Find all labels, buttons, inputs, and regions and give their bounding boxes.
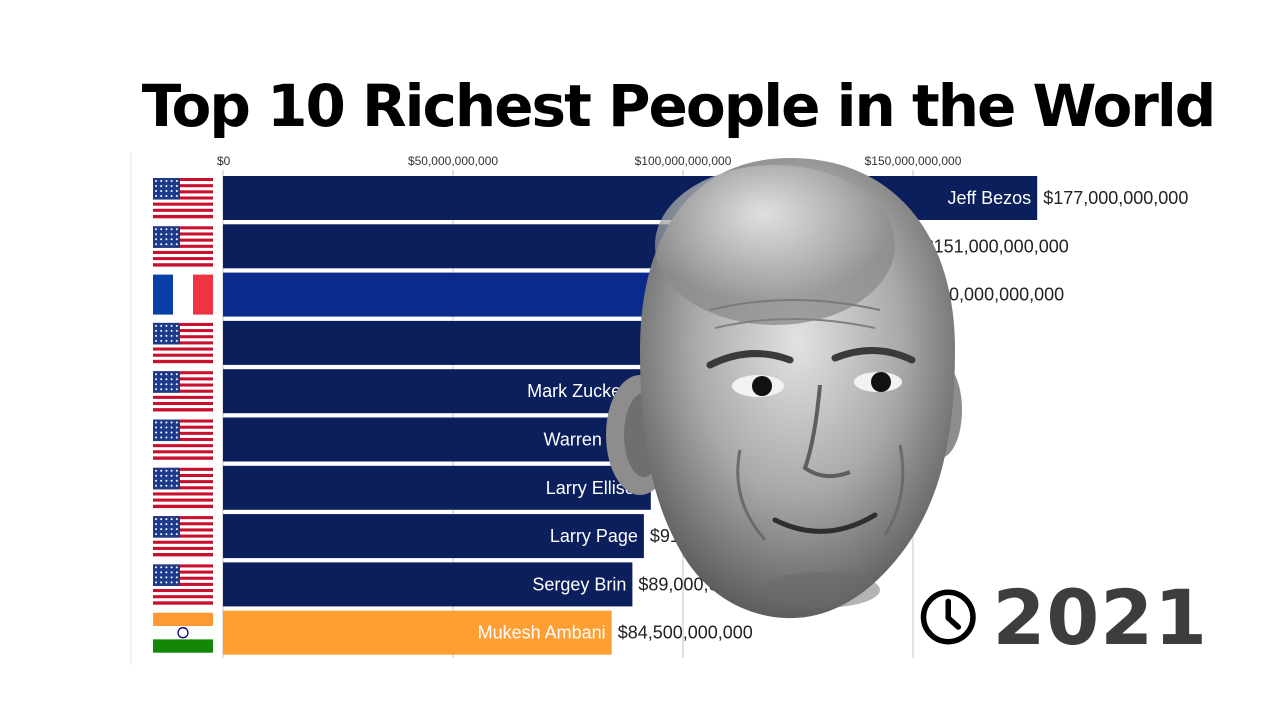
chart-title: Top 10 Richest People in the World: [141, 72, 1217, 140]
bar-6: [223, 465, 651, 510]
tick-label-0: $0: [217, 154, 231, 168]
bar-value-label-1: $151,000,000,000: [924, 236, 1069, 256]
bar-value-label-0: $177,000,000,000: [1043, 188, 1188, 208]
tick-label-2: $100,000,000,000: [635, 154, 732, 168]
bar-name-label-8: Sergey Brin: [532, 574, 626, 594]
flag-us-icon: [153, 226, 213, 267]
bar-4: [223, 369, 670, 414]
year-panel: 2021: [918, 572, 1208, 662]
bar-name-label-7: Larry Page: [550, 526, 638, 546]
flag-us-icon: [153, 419, 213, 460]
bar-9: [223, 610, 612, 655]
bar-name-label-9: Mukesh Ambani: [478, 623, 606, 643]
bar-value-label-2: $150,000,000,000: [919, 285, 1064, 305]
tick-label-1: $50,000,000,000: [408, 154, 498, 168]
year-label: 2021: [992, 572, 1208, 662]
bar-name-label-0: Jeff Bezos: [947, 188, 1031, 208]
flag-fr-icon: [153, 274, 213, 315]
bar-5: [223, 417, 665, 462]
bar-8: [223, 562, 633, 607]
flag-us-icon: [153, 178, 213, 219]
flag-us-icon: [153, 564, 213, 605]
flag-us-icon: [153, 516, 213, 557]
flag-us-icon: [153, 371, 213, 412]
bar-7: [223, 514, 644, 559]
flag-us-icon: [153, 467, 213, 509]
clock-icon: [920, 589, 976, 645]
flag-in-icon: [153, 612, 213, 653]
face-portrait: [606, 158, 962, 619]
bar-value-label-9: $84,500,000,000: [618, 623, 753, 643]
flag-us-icon: [153, 322, 213, 364]
tick-label-3: $150,000,000,000: [865, 154, 962, 168]
